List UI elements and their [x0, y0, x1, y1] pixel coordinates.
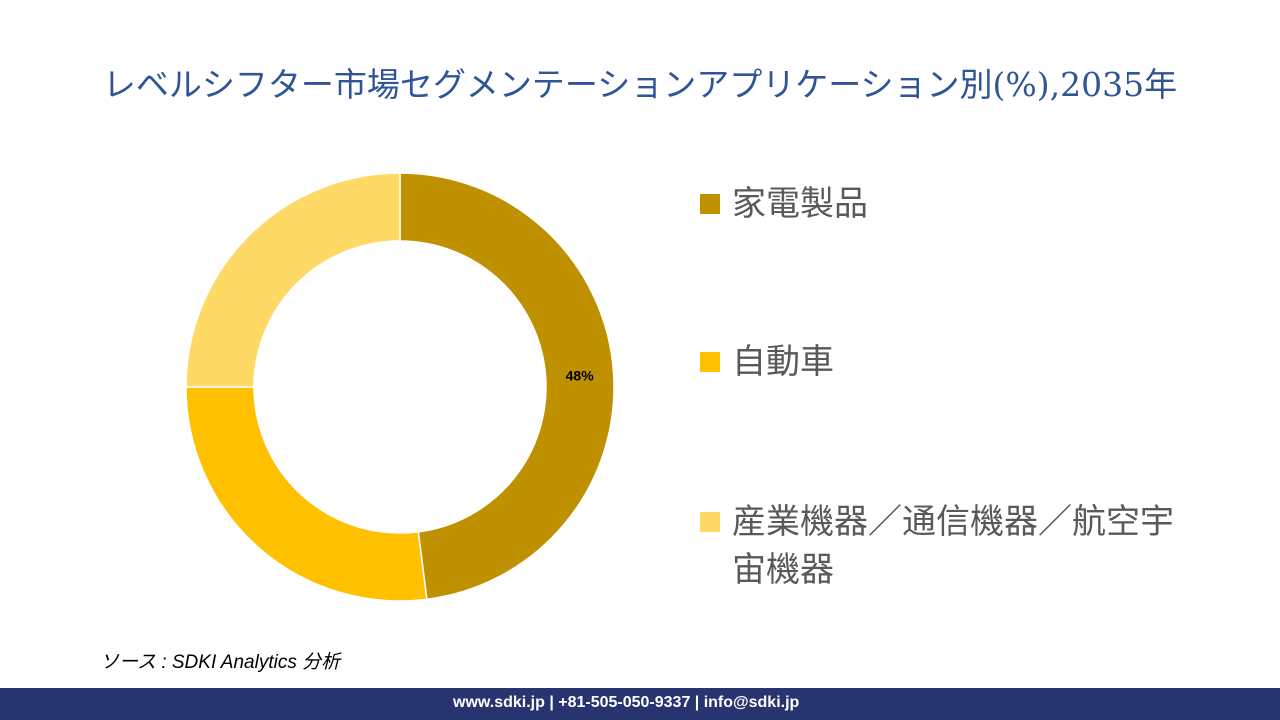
donut-slice [399, 172, 615, 601]
legend-label: 家電製品 [732, 184, 868, 224]
legend-label: 自動車 [732, 342, 834, 382]
data-label: 48% [566, 368, 595, 384]
legend-swatch [700, 512, 720, 532]
footer-contact: www.sdki.jp | +81-505-050-9337 | info@sd… [453, 694, 800, 711]
legend-label: 産業機器／通信機器／航空宇宙機器 [732, 502, 1174, 590]
donut-slice [185, 172, 401, 388]
footer-bar: www.sdki.jp | +81-505-050-9337 | info@sd… [0, 688, 1280, 720]
donut-chart: 48% [185, 172, 615, 602]
chart-title: レベルシフター市場セグメンテーションアプリケーション別(%),2035年 [102, 65, 1178, 104]
legend-swatch [700, 194, 720, 214]
donut-slice [185, 386, 428, 602]
legend-swatch [700, 352, 720, 372]
source-note: ソース : SDKI Analytics 分析 [100, 652, 341, 673]
